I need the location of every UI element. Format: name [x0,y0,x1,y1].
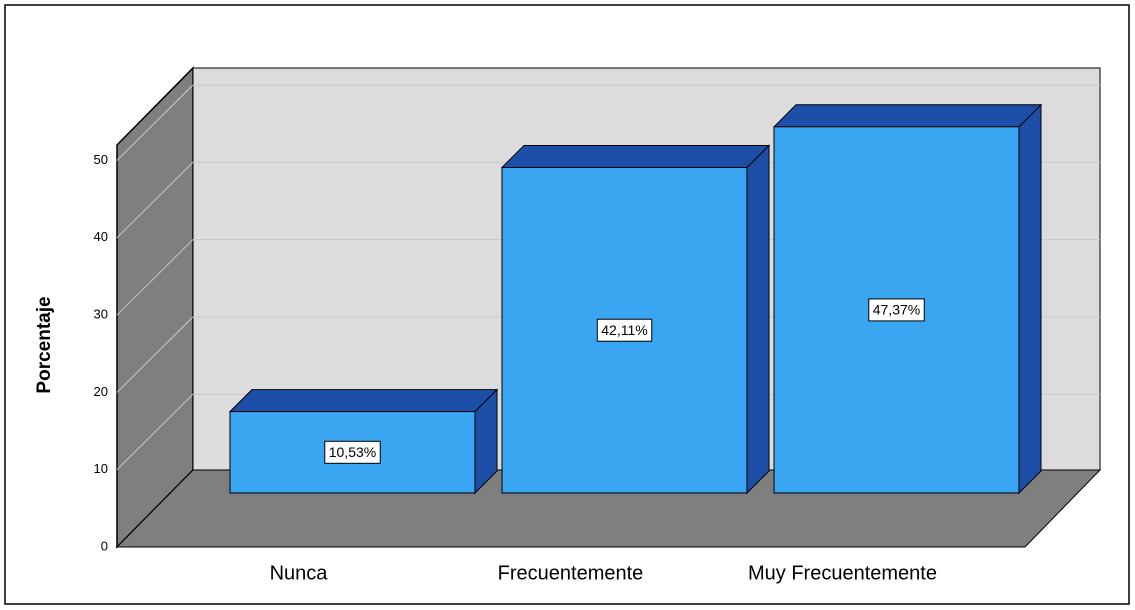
bar-side [1018,103,1042,495]
bars: 10,53% 42,11% 47,37% [228,103,1043,495]
bar-top [500,144,771,168]
y-tick-label: 20 [94,384,108,399]
y-tick-label: 30 [94,307,108,322]
bar-top [772,104,1043,128]
grid-line [116,393,194,471]
x-tick-label: Muy Frecuentemente [748,562,937,584]
y-tick-label: 10 [94,461,108,476]
left-wall [116,66,194,549]
value-label: 47,37% [873,302,920,318]
x-tick-label: Nunca [270,562,329,584]
value-label-box [324,440,381,464]
x-tick-label: Frecuentemente [498,562,644,584]
grid-line [116,161,194,239]
grid-line [116,316,194,393]
y-tick-label: 50 [94,152,108,167]
bar-side [746,144,770,495]
value-label-box [596,318,653,342]
grid-line [116,84,194,161]
grid-line [116,239,194,316]
y-tick-label: 0 [101,538,108,553]
bar-top [228,389,499,413]
value-label-box [868,298,925,322]
value-label: 10,53% [329,444,376,460]
value-label: 42,11% [601,322,647,338]
y-tick-label: 40 [94,229,108,244]
y-axis-label: Porcentaje [34,296,55,393]
